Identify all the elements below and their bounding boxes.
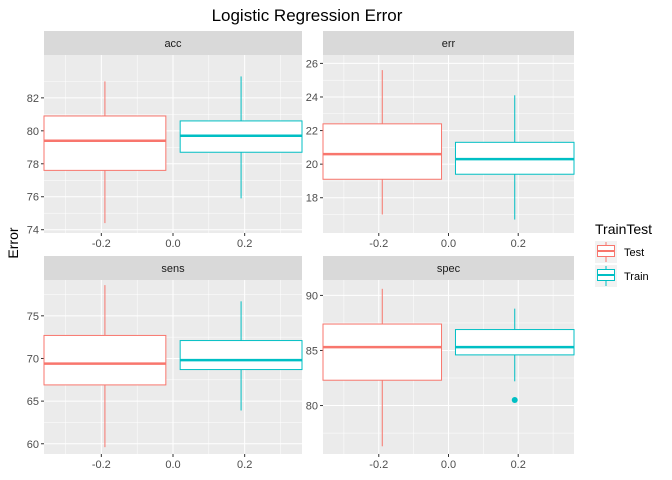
panel-sens: sens 60 65 70 75 -0.2 0.0 0.2 xyxy=(27,256,303,471)
panel-strip xyxy=(323,256,574,280)
panel-acc: acc 74 76 78 80 82 -0.2 0.0 0.2 xyxy=(27,31,303,250)
box-iqr xyxy=(43,334,167,386)
legend-key-train xyxy=(595,265,617,287)
y-tick-label: 24 xyxy=(306,92,318,104)
y-axis-title: Error xyxy=(5,227,21,258)
y-tick-label: 76 xyxy=(27,192,39,204)
y-tick-label: 75 xyxy=(27,311,39,323)
panel-spec: spec 80 85 90 -0.2 0.0 0.2 xyxy=(306,256,575,471)
box-iqr xyxy=(179,340,303,371)
y-tick-label: 78 xyxy=(27,159,39,171)
x-tick-label: 0.0 xyxy=(165,238,180,250)
strip-label: err xyxy=(442,38,456,50)
y-tick-label: 82 xyxy=(27,93,39,105)
box-test xyxy=(322,70,443,215)
strip-label: spec xyxy=(437,263,461,275)
outlier-point xyxy=(511,397,518,404)
x-tick-label: -0.2 xyxy=(369,459,388,471)
legend-title: TrainTest xyxy=(595,221,652,237)
box-test xyxy=(43,81,167,224)
x-tick-label: 0.2 xyxy=(237,459,252,471)
legend-label-train: Train xyxy=(624,271,649,283)
facet-panels: acc 74 76 78 80 82 -0.2 0.0 0.2 err 18 20 22 24 26 -0.2… xyxy=(27,31,575,471)
panel-strip xyxy=(44,256,302,280)
y-tick-label: 74 xyxy=(27,225,39,237)
x-tick-label: -0.2 xyxy=(92,238,111,250)
y-tick-label: 18 xyxy=(306,193,318,205)
x-tick-label: 0.0 xyxy=(441,238,456,250)
y-tick-label: 65 xyxy=(27,396,39,408)
y-tick-label: 22 xyxy=(306,126,318,138)
x-tick-label: 0.2 xyxy=(511,238,526,250)
y-tick-label: 20 xyxy=(306,159,318,171)
box-iqr xyxy=(43,115,167,171)
chart-title: Logistic Regression Error xyxy=(212,6,403,25)
y-tick-label: 85 xyxy=(306,345,318,357)
x-tick-label: -0.2 xyxy=(92,459,111,471)
panel-strip xyxy=(323,31,574,55)
box-test xyxy=(322,288,443,447)
box-train xyxy=(454,308,575,404)
x-tick-label: 0.0 xyxy=(441,459,456,471)
y-tick-label: 70 xyxy=(27,353,39,365)
box-iqr xyxy=(454,329,575,356)
y-tick-label: 80 xyxy=(27,126,39,138)
legend: TrainTest Test Train xyxy=(595,221,652,287)
x-tick-label: 0.0 xyxy=(165,459,180,471)
panel-strip xyxy=(44,31,302,55)
legend-key-test xyxy=(595,241,617,263)
panel-err: err 18 20 22 24 26 -0.2 0.0 0.2 xyxy=(306,31,575,250)
box-test xyxy=(43,285,167,448)
legend-label-test: Test xyxy=(624,247,644,259)
y-tick-label: 90 xyxy=(306,290,318,302)
x-tick-label: -0.2 xyxy=(369,238,388,250)
box-train xyxy=(179,76,303,199)
box-train xyxy=(454,95,575,220)
y-tick-label: 26 xyxy=(306,58,318,70)
box-iqr xyxy=(322,323,443,381)
x-tick-label: 0.2 xyxy=(237,238,252,250)
y-tick-label: 60 xyxy=(27,439,39,451)
strip-label: acc xyxy=(164,38,182,50)
strip-label: sens xyxy=(161,263,185,275)
box-iqr xyxy=(322,123,443,180)
x-tick-label: 0.2 xyxy=(511,459,526,471)
y-tick-label: 80 xyxy=(306,401,318,413)
box-train xyxy=(179,301,303,411)
